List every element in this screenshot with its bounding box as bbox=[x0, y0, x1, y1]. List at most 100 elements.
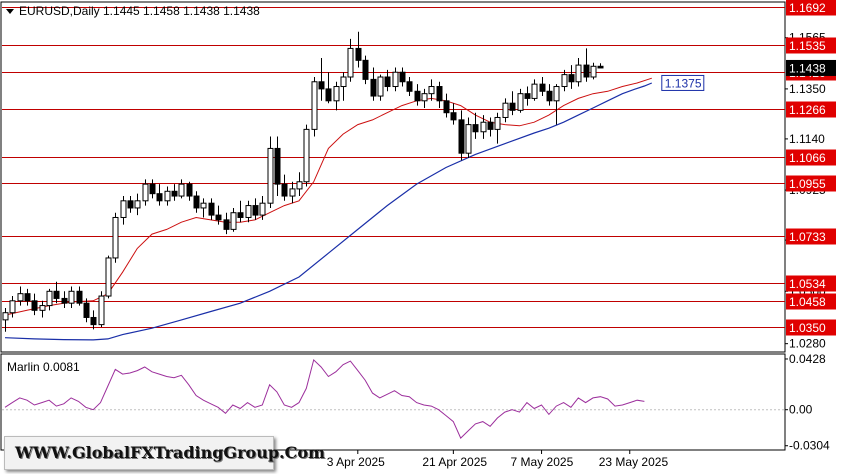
candle-bull bbox=[178, 183, 185, 197]
candle-bear bbox=[156, 193, 163, 202]
candle-bear bbox=[325, 88, 332, 102]
candle-bear bbox=[237, 212, 244, 218]
candle-bull bbox=[39, 305, 46, 311]
level-label-box bbox=[786, 149, 836, 166]
candle-bull bbox=[112, 216, 119, 259]
price-panel-frame bbox=[0, 1, 786, 353]
candle-bull bbox=[494, 116, 501, 130]
level-label-box bbox=[786, 0, 836, 16]
level-label-text: 1.1692 bbox=[789, 1, 826, 15]
candle-bear bbox=[274, 147, 281, 185]
candle-bull bbox=[200, 202, 207, 209]
candle-bear bbox=[583, 64, 590, 78]
moving-averages bbox=[4, 77, 653, 341]
candle-bull bbox=[531, 83, 538, 99]
candle-bear bbox=[53, 290, 60, 299]
candle-bull bbox=[340, 76, 347, 88]
candle-bull bbox=[46, 290, 53, 307]
candle-bear bbox=[509, 102, 516, 111]
candle-bear bbox=[61, 297, 68, 304]
candle-bull bbox=[333, 86, 340, 102]
oscillator-tick-label: -0.0304 bbox=[789, 439, 830, 453]
candle-bear bbox=[414, 90, 421, 102]
candle-bull bbox=[230, 212, 237, 230]
symbol-menu-icon[interactable] bbox=[6, 9, 14, 14]
candle-bear bbox=[355, 47, 362, 61]
candle-bull bbox=[561, 74, 568, 88]
candle-bear bbox=[208, 202, 215, 216]
price-tick-label: 1.0280 bbox=[789, 337, 826, 351]
price-tick-label: 1.1140 bbox=[789, 132, 825, 146]
candle-bear bbox=[487, 121, 494, 130]
candle-bear bbox=[149, 183, 156, 195]
candle-bear bbox=[223, 219, 230, 230]
chart-header-title: EURUSD,Daily 1.1445 1.1458 1.1438 1.1438 bbox=[19, 4, 260, 18]
candle-bull bbox=[68, 290, 75, 304]
candle-bear bbox=[370, 78, 377, 97]
candles bbox=[2, 31, 604, 332]
ma-value-box bbox=[661, 74, 705, 91]
candle-bull bbox=[259, 202, 266, 216]
candle-bear bbox=[76, 290, 83, 304]
oscillator-axis: 0.0428 0.00 -0.0304 bbox=[785, 352, 830, 453]
candle-bull bbox=[502, 102, 509, 118]
candle-bull bbox=[2, 312, 9, 321]
candle-bull bbox=[296, 181, 303, 190]
level-label-box bbox=[786, 101, 836, 118]
candle-bear bbox=[406, 81, 413, 92]
level-label-box bbox=[786, 293, 836, 310]
level-label-box bbox=[786, 228, 836, 245]
candle-bull bbox=[517, 93, 524, 111]
level-label-text: 1.0955 bbox=[789, 177, 826, 191]
candle-bull bbox=[465, 124, 472, 154]
level-label-text: 1.0733 bbox=[789, 230, 826, 244]
candle-bear bbox=[568, 74, 575, 83]
candle-bear bbox=[546, 90, 553, 102]
level-label-box bbox=[786, 37, 836, 54]
candle-bull bbox=[17, 293, 24, 302]
ma-fast-line bbox=[4, 77, 652, 316]
candle-bear bbox=[472, 124, 479, 133]
candle-bull bbox=[289, 188, 296, 197]
candle-bull bbox=[267, 147, 274, 204]
price-tick-label: 1.1350 bbox=[789, 82, 826, 96]
candle-bear bbox=[458, 119, 465, 154]
watermark-banner: WWW.GlobalFXTradingGroup.Com bbox=[4, 436, 325, 470]
ma-slow-line bbox=[4, 82, 653, 341]
level-labels: 1.16921.15351.14201.12661.10661.09551.07… bbox=[661, 0, 836, 336]
oscillator-tick-label: 0.00 bbox=[789, 403, 813, 417]
candle-bull bbox=[553, 86, 560, 102]
candle-bear bbox=[443, 100, 450, 114]
candle-bear bbox=[450, 112, 457, 121]
candle-bull bbox=[134, 200, 141, 209]
candle-bear bbox=[215, 214, 222, 221]
candle-bull bbox=[347, 47, 354, 78]
candle-bull bbox=[142, 183, 149, 202]
candle-bull bbox=[9, 300, 16, 314]
candle-bear bbox=[31, 300, 38, 311]
indicator-label: Marlin 0.0081 bbox=[7, 360, 80, 374]
time-tick-label: 23 May 2025 bbox=[599, 455, 669, 469]
level-label-text: 1.1266 bbox=[789, 103, 826, 117]
candle-bull bbox=[164, 190, 171, 202]
candle-bear bbox=[186, 183, 193, 197]
candle-bear bbox=[24, 293, 31, 302]
oscillator-tick-label: 0.0428 bbox=[789, 352, 826, 366]
candle-bear bbox=[127, 200, 134, 209]
level-label-box bbox=[786, 319, 836, 336]
candle-bear bbox=[384, 76, 391, 88]
candle-bull bbox=[245, 205, 252, 218]
time-tick-label: 3 Apr 2025 bbox=[327, 455, 385, 469]
horizontal-levels bbox=[2, 7, 785, 328]
level-label-box bbox=[786, 275, 836, 292]
candle-bear bbox=[281, 183, 288, 197]
time-axis: 3 Apr 2025 21 Apr 2025 7 May 2025 23 May 20… bbox=[327, 450, 669, 469]
level-label-box bbox=[786, 175, 836, 192]
candle-bull bbox=[105, 257, 112, 297]
candle-bull bbox=[98, 295, 105, 326]
candle-bear bbox=[597, 65, 604, 69]
candle-bull bbox=[377, 76, 384, 97]
candle-bull bbox=[303, 128, 310, 183]
candle-bull bbox=[575, 64, 582, 83]
